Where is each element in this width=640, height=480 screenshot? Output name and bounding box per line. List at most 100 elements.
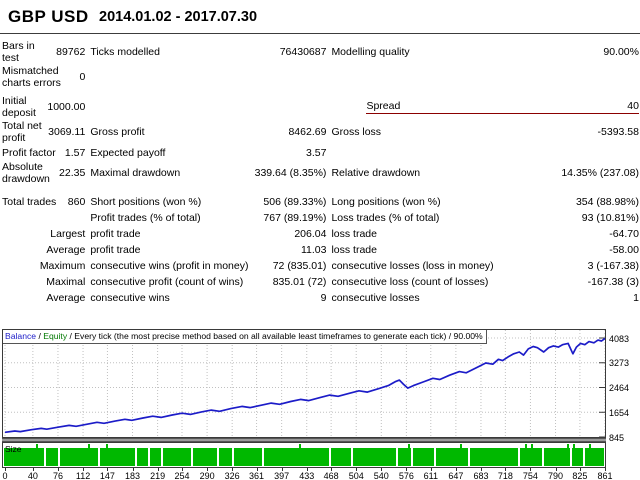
stat-value: 339.64 (8.35%) xyxy=(254,167,327,179)
x-axis-tick xyxy=(555,468,557,471)
stat-cell: Bars in test 89762 xyxy=(2,40,85,64)
balance-chart-canvas xyxy=(4,330,605,437)
stat-value: -5393.58 xyxy=(597,126,639,138)
stat-cell: Total net profit 3069.11 xyxy=(2,120,85,144)
y-axis-label: 1654 xyxy=(609,407,630,418)
spread-underline: Spread 40 xyxy=(366,100,639,114)
stat-value: -64.70 xyxy=(609,227,639,240)
stat-label: Relative drawdown xyxy=(331,167,421,179)
stat-label: consecutive losses (loss in money) xyxy=(331,259,494,272)
x-axis-label: 825 xyxy=(572,471,588,480)
size-bar-gap xyxy=(433,448,436,466)
stat-value: 0 xyxy=(79,71,86,83)
stats-row: Initial deposit 1000.00 Spread 40 xyxy=(2,95,639,119)
stat-value: 1 xyxy=(633,291,639,304)
size-bar-gap xyxy=(569,448,572,466)
stat-value: 14.35% (237.08) xyxy=(561,167,639,179)
size-bar-gap xyxy=(231,448,234,466)
x-axis-label: 397 xyxy=(274,471,290,480)
size-bar-gap xyxy=(468,448,471,466)
stat-cell: Absolute drawdown 22.35 xyxy=(2,161,85,185)
stat-label: Expected payoff xyxy=(90,146,166,159)
stat-label: Profit factor xyxy=(2,146,56,159)
stats-row: Average consecutive wins 9 consecutive loss… xyxy=(2,290,639,305)
stat-cell: Profit trades (% of total) 767 (89.19%) xyxy=(85,210,326,225)
stat-value: 8462.69 xyxy=(288,126,327,138)
stat-value: 90.00% xyxy=(603,46,639,58)
stat-cell: Short positions (won %) 506 (89.33%) xyxy=(85,194,326,209)
stat-value: 1.57 xyxy=(64,146,86,159)
stats-row: Total net profit 3069.11 Gross profit 8462.… xyxy=(2,120,639,144)
stat-label: consecutive loss (count of losses) xyxy=(331,275,489,288)
stat-label: consecutive wins (profit in money) xyxy=(90,259,249,272)
size-bar-gap xyxy=(135,448,137,466)
stats-row: Profit trades (% of total) 767 (89.19%) Lo… xyxy=(2,210,639,225)
stat-value: 89762 xyxy=(56,46,86,58)
size-bar-spike xyxy=(459,444,462,466)
stats-row: Total trades 860 Short positions (won %) 50… xyxy=(2,194,639,209)
x-axis-label: 861 xyxy=(597,471,613,480)
x-axis-tick xyxy=(83,468,85,471)
y-axis-labels: 4083 3273 2464 1654 845 xyxy=(609,329,639,443)
size-bar-gap xyxy=(44,448,47,466)
legend-equity: Equity xyxy=(43,331,68,341)
x-axis-tick xyxy=(381,468,383,471)
stat-label: consecutive losses xyxy=(331,291,420,304)
stat-cell: Maximal drawdown 339.64 (8.35%) xyxy=(85,161,326,185)
stat-label: consecutive profit (count of wins) xyxy=(90,275,244,288)
size-bar-spike xyxy=(36,444,39,466)
stat-cell: Maximum xyxy=(2,258,86,273)
x-axis-label: 254 xyxy=(174,471,190,480)
stat-label: Modelling quality xyxy=(331,46,410,58)
stat-value: 22.35 xyxy=(59,167,86,179)
x-axis-tick xyxy=(579,468,581,471)
x-axis-label: 183 xyxy=(125,471,141,480)
x-axis-tick xyxy=(182,468,183,471)
stat-label: Loss trades (% of total) xyxy=(331,211,440,224)
x-axis-tick xyxy=(356,468,358,471)
stat-cell xyxy=(2,210,85,225)
stat-cell xyxy=(326,65,639,89)
stat-cell: Average xyxy=(2,290,85,305)
y-axis-label: 3273 xyxy=(609,358,630,369)
x-axis-tick xyxy=(306,468,308,471)
x-axis-tick xyxy=(281,468,283,471)
stat-value: Largest xyxy=(50,227,86,240)
stat-cell: consecutive losses (loss in money) 3 (-16… xyxy=(326,258,639,273)
balance-line xyxy=(4,337,605,434)
stat-value: 40 xyxy=(627,100,639,112)
stats-row: Mismatched charts errors 0 xyxy=(2,65,639,89)
x-axis-tick xyxy=(107,468,109,471)
x-axis-tick xyxy=(132,468,134,471)
stat-cell xyxy=(85,95,326,119)
legend-separator: / xyxy=(36,331,44,341)
x-axis-tick xyxy=(505,468,507,471)
x-axis-label: 76 xyxy=(52,471,63,480)
stat-label: Profit trades (% of total) xyxy=(90,211,201,224)
stat-label: Short positions (won %) xyxy=(90,195,202,208)
size-bar-gap xyxy=(58,448,61,466)
x-axis-label: 504 xyxy=(348,471,364,480)
x-axis-tick xyxy=(57,468,59,471)
stat-cell: Mismatched charts errors 0 xyxy=(2,65,85,89)
size-bar-spike xyxy=(299,444,302,466)
stat-value: 835.01 (72) xyxy=(272,275,327,288)
stat-cell xyxy=(326,145,639,160)
x-axis-label: 611 xyxy=(423,471,438,480)
size-bar-gap xyxy=(396,448,399,466)
stat-label: Ticks modelled xyxy=(90,46,160,58)
x-axis-label: 147 xyxy=(99,471,115,480)
stat-cell: Total trades 860 xyxy=(2,194,85,209)
x-axis-labels: 0 40 76 112 147 183 219 254 290 326 361 397 433 468 50… xyxy=(0,468,640,480)
stat-cell: Profit factor 1.57 xyxy=(2,145,85,160)
x-axis-tick xyxy=(232,468,234,471)
x-axis-label: 361 xyxy=(249,471,265,480)
x-axis-label: 290 xyxy=(199,471,215,480)
stat-cell: consecutive wins (profit in money) 72 (83… xyxy=(85,258,326,273)
stat-label: consecutive wins xyxy=(90,291,170,304)
stat-value: Average xyxy=(46,291,86,304)
stat-label: Long positions (won %) xyxy=(331,195,441,208)
x-axis-label: 433 xyxy=(299,471,315,480)
x-axis-tick xyxy=(331,468,333,471)
